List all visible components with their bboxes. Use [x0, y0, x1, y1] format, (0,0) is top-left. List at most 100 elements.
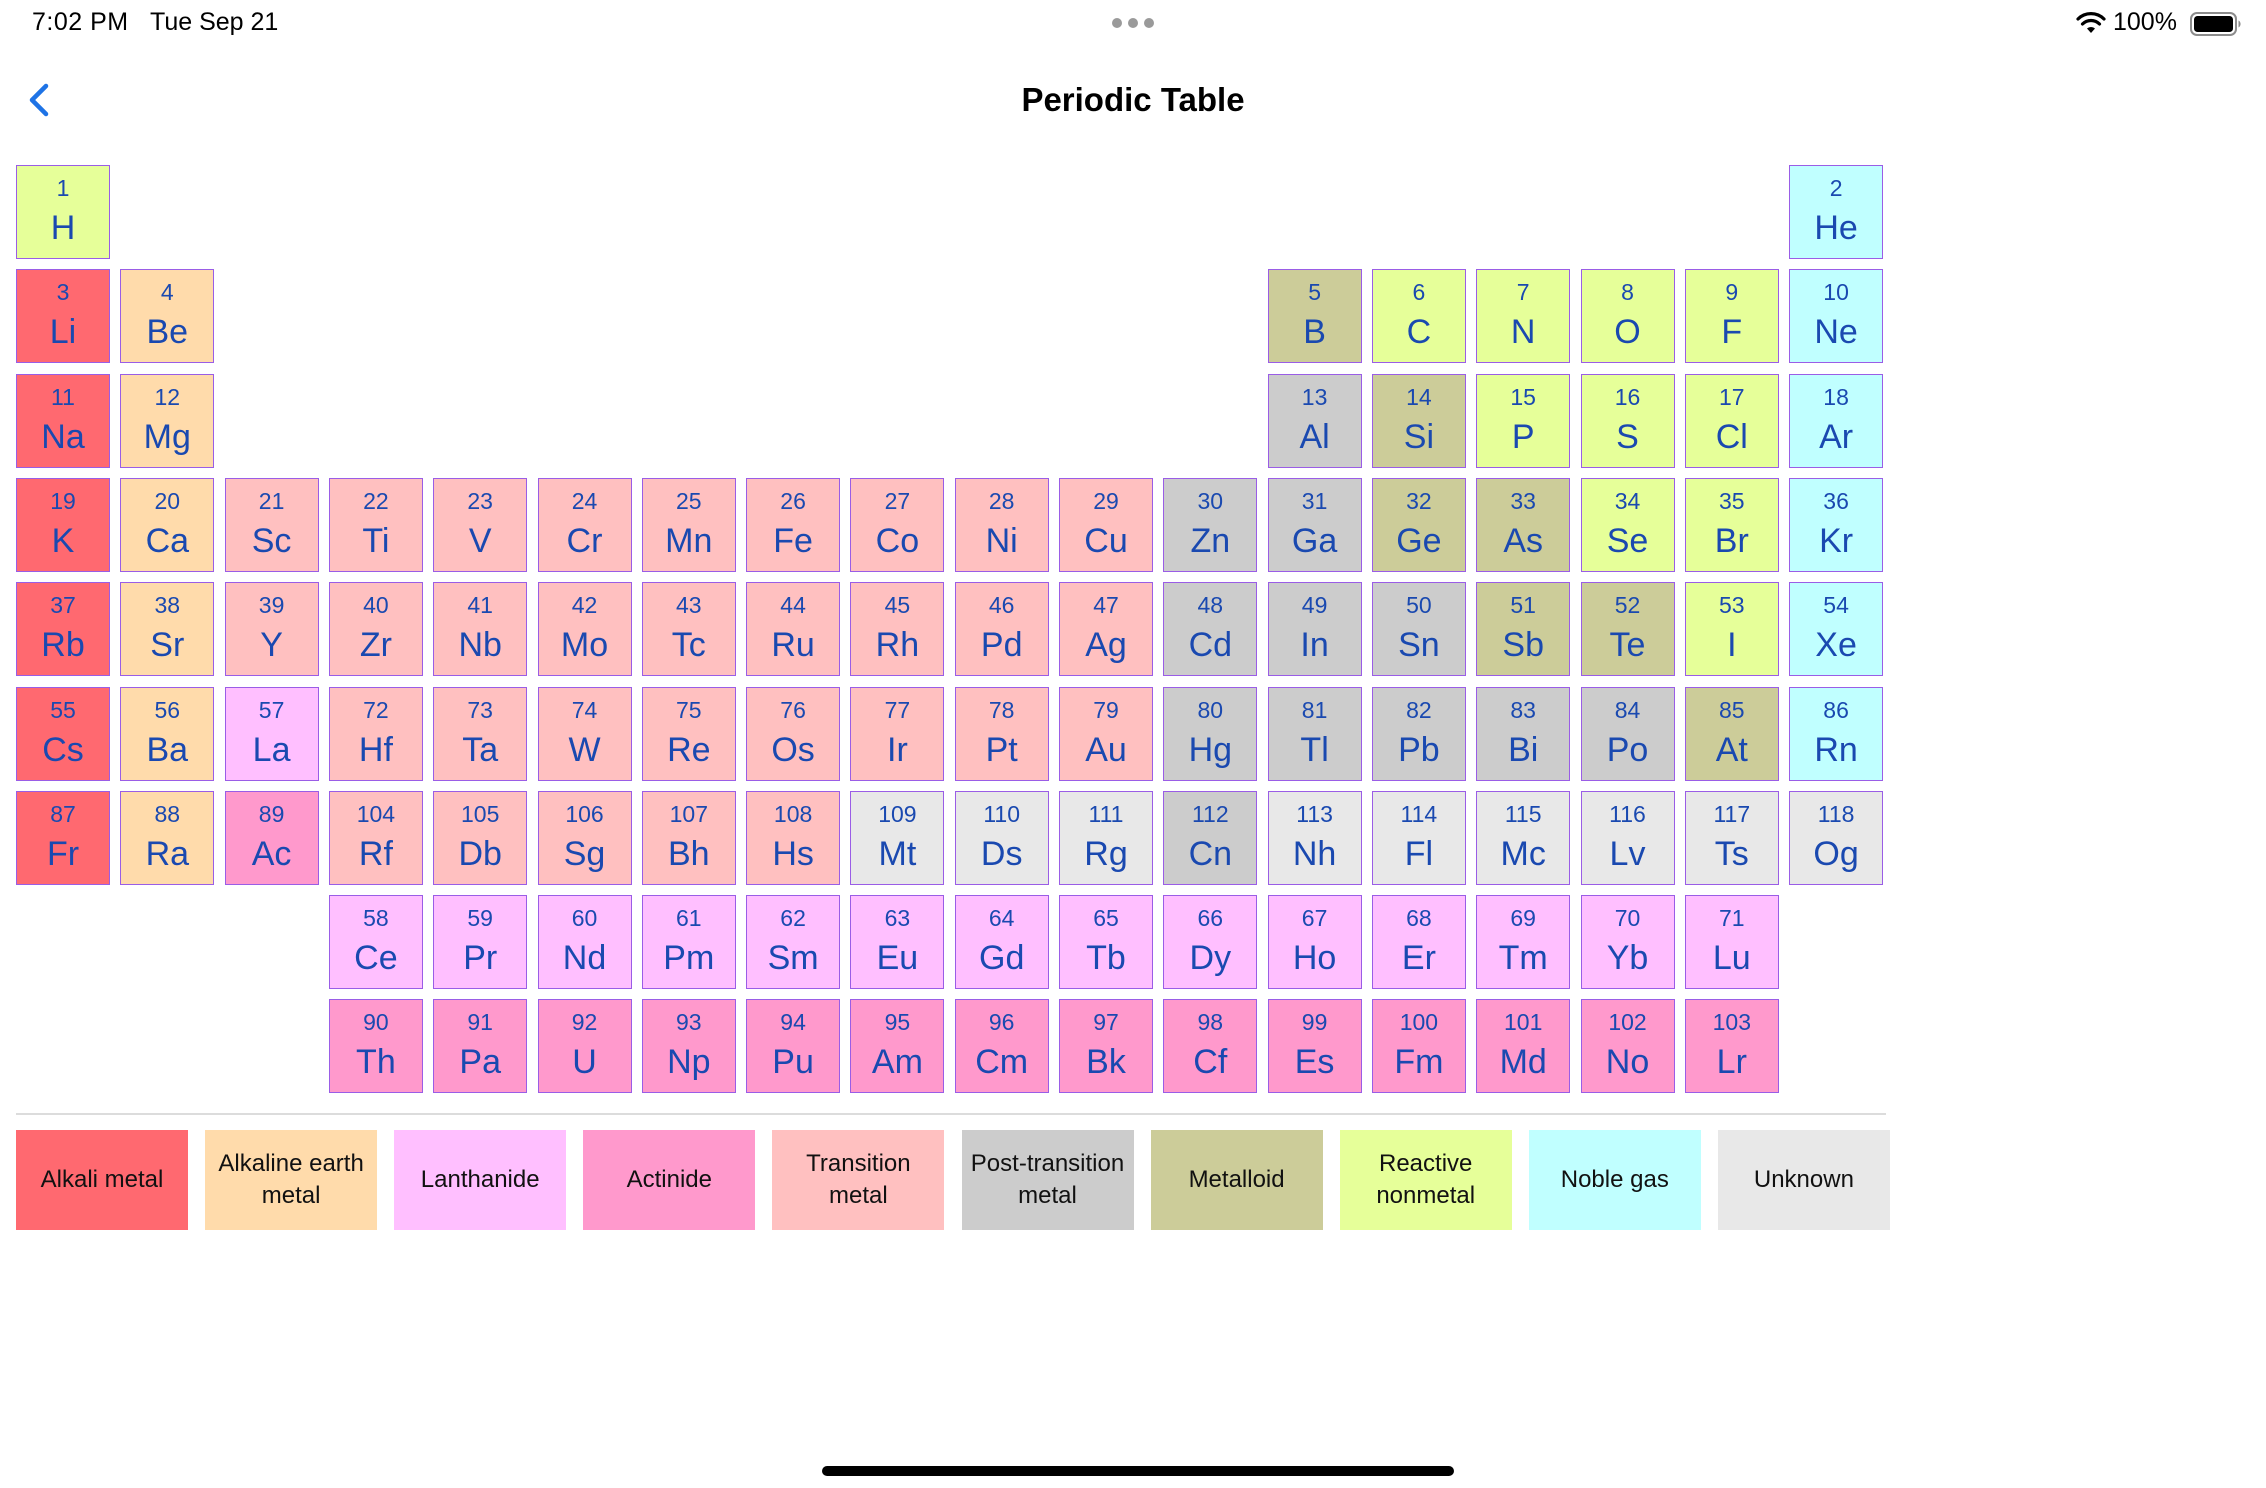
element-cell-i[interactable]: 53 I	[1684, 582, 1779, 677]
element-cell-ni[interactable]: 28 Ni	[954, 477, 1049, 572]
element-cell-br[interactable]: 35 Br	[1684, 477, 1779, 572]
element-cell-te[interactable]: 52 Te	[1580, 582, 1675, 677]
element-cell-gd[interactable]: 64 Gd	[954, 895, 1049, 990]
element-cell-mg[interactable]: 12 Mg	[120, 373, 215, 468]
element-cell-cf[interactable]: 98 Cf	[1163, 999, 1258, 1094]
element-cell-v[interactable]: 23 V	[433, 477, 528, 572]
element-cell-rf[interactable]: 104 Rf	[328, 790, 423, 885]
element-cell-es[interactable]: 99 Es	[1267, 999, 1362, 1094]
element-cell-cm[interactable]: 96 Cm	[954, 999, 1049, 1094]
element-cell-se[interactable]: 34 Se	[1580, 477, 1675, 572]
element-cell-nh[interactable]: 113 Nh	[1267, 790, 1362, 885]
element-cell-ar[interactable]: 18 Ar	[1789, 373, 1884, 468]
element-cell-fe[interactable]: 26 Fe	[746, 477, 841, 572]
element-cell-rh[interactable]: 45 Rh	[850, 582, 945, 677]
element-cell-ti[interactable]: 22 Ti	[328, 477, 423, 572]
element-cell-pr[interactable]: 59 Pr	[433, 895, 528, 990]
element-cell-ru[interactable]: 44 Ru	[746, 582, 841, 677]
element-cell-cl[interactable]: 17 Cl	[1684, 373, 1779, 468]
legend-unknown[interactable]: Unknown	[1717, 1130, 1890, 1230]
legend-metalloid[interactable]: Metalloid	[1150, 1130, 1323, 1230]
element-cell-mc[interactable]: 115 Mc	[1476, 790, 1571, 885]
element-cell-sm[interactable]: 62 Sm	[746, 895, 841, 990]
element-cell-kr[interactable]: 36 Kr	[1789, 477, 1884, 572]
element-cell-he[interactable]: 2 He	[1789, 165, 1884, 259]
element-cell-in[interactable]: 49 In	[1267, 582, 1362, 677]
element-cell-sr[interactable]: 38 Sr	[120, 582, 215, 677]
element-cell-tl[interactable]: 81 Tl	[1267, 686, 1362, 781]
element-cell-ge[interactable]: 32 Ge	[1371, 477, 1466, 572]
element-cell-tm[interactable]: 69 Tm	[1476, 895, 1571, 990]
legend-lanthanide[interactable]: Lanthanide	[394, 1130, 567, 1230]
element-cell-cr[interactable]: 24 Cr	[537, 477, 632, 572]
element-cell-w[interactable]: 74 W	[537, 686, 632, 781]
element-cell-ac[interactable]: 89 Ac	[224, 790, 319, 885]
legend-alkaline[interactable]: Alkaline earth metal	[205, 1130, 378, 1230]
element-cell-ta[interactable]: 73 Ta	[433, 686, 528, 781]
element-cell-am[interactable]: 95 Am	[850, 999, 945, 1094]
element-cell-xe[interactable]: 54 Xe	[1789, 582, 1884, 677]
element-cell-rn[interactable]: 86 Rn	[1789, 686, 1884, 781]
element-cell-bi[interactable]: 83 Bi	[1476, 686, 1571, 781]
element-cell-os[interactable]: 76 Os	[746, 686, 841, 781]
home-indicator[interactable]	[822, 1466, 1454, 1476]
element-cell-lr[interactable]: 103 Lr	[1684, 999, 1779, 1094]
element-cell-li[interactable]: 3 Li	[16, 269, 110, 364]
element-cell-rg[interactable]: 111 Rg	[1059, 790, 1153, 885]
legend-alkali[interactable]: Alkali metal	[16, 1130, 188, 1230]
element-cell-eu[interactable]: 63 Eu	[850, 895, 945, 990]
element-cell-fr[interactable]: 87 Fr	[16, 790, 110, 885]
element-cell-hf[interactable]: 72 Hf	[328, 686, 423, 781]
element-cell-ce[interactable]: 58 Ce	[328, 895, 423, 990]
element-cell-nb[interactable]: 41 Nb	[433, 582, 528, 677]
element-cell-cn[interactable]: 112 Cn	[1163, 790, 1258, 885]
element-cell-hs[interactable]: 108 Hs	[746, 790, 841, 885]
element-cell-ir[interactable]: 77 Ir	[850, 686, 945, 781]
element-cell-sg[interactable]: 106 Sg	[537, 790, 632, 885]
element-cell-co[interactable]: 27 Co	[850, 477, 945, 572]
legend-post[interactable]: Post-transition metal	[961, 1130, 1134, 1230]
element-cell-al[interactable]: 13 Al	[1267, 373, 1362, 468]
element-cell-fl[interactable]: 114 Fl	[1371, 790, 1466, 885]
element-cell-be[interactable]: 4 Be	[120, 269, 215, 364]
element-cell-cu[interactable]: 29 Cu	[1059, 477, 1153, 572]
element-cell-na[interactable]: 11 Na	[16, 373, 110, 468]
element-cell-ca[interactable]: 20 Ca	[120, 477, 215, 572]
element-cell-y[interactable]: 39 Y	[224, 582, 319, 677]
element-cell-zr[interactable]: 40 Zr	[328, 582, 423, 677]
element-cell-ra[interactable]: 88 Ra	[120, 790, 215, 885]
element-cell-mo[interactable]: 42 Mo	[537, 582, 632, 677]
element-cell-at[interactable]: 85 At	[1684, 686, 1779, 781]
element-cell-no[interactable]: 102 No	[1580, 999, 1675, 1094]
element-cell-md[interactable]: 101 Md	[1476, 999, 1571, 1094]
element-cell-pm[interactable]: 61 Pm	[641, 895, 736, 990]
element-cell-yb[interactable]: 70 Yb	[1580, 895, 1675, 990]
element-cell-tc[interactable]: 43 Tc	[641, 582, 736, 677]
element-cell-bk[interactable]: 97 Bk	[1059, 999, 1153, 1094]
element-cell-nd[interactable]: 60 Nd	[537, 895, 632, 990]
element-cell-cs[interactable]: 55 Cs	[16, 686, 110, 781]
element-cell-la[interactable]: 57 La	[224, 686, 319, 781]
element-cell-pa[interactable]: 91 Pa	[433, 999, 528, 1094]
element-cell-np[interactable]: 93 Np	[641, 999, 736, 1094]
element-cell-er[interactable]: 68 Er	[1371, 895, 1466, 990]
element-cell-bh[interactable]: 107 Bh	[641, 790, 736, 885]
legend-transition[interactable]: Transition metal	[772, 1130, 945, 1230]
element-cell-ds[interactable]: 110 Ds	[954, 790, 1049, 885]
element-cell-s[interactable]: 16 S	[1580, 373, 1675, 468]
element-cell-au[interactable]: 79 Au	[1059, 686, 1153, 781]
element-cell-ag[interactable]: 47 Ag	[1059, 582, 1153, 677]
legend-actinide[interactable]: Actinide	[583, 1130, 756, 1230]
element-cell-u[interactable]: 92 U	[537, 999, 632, 1094]
legend-noble[interactable]: Noble gas	[1528, 1130, 1701, 1230]
element-cell-k[interactable]: 19 K	[16, 477, 110, 572]
element-cell-mt[interactable]: 109 Mt	[850, 790, 945, 885]
element-cell-p[interactable]: 15 P	[1476, 373, 1571, 468]
element-cell-mn[interactable]: 25 Mn	[641, 477, 736, 572]
element-cell-as[interactable]: 33 As	[1476, 477, 1571, 572]
